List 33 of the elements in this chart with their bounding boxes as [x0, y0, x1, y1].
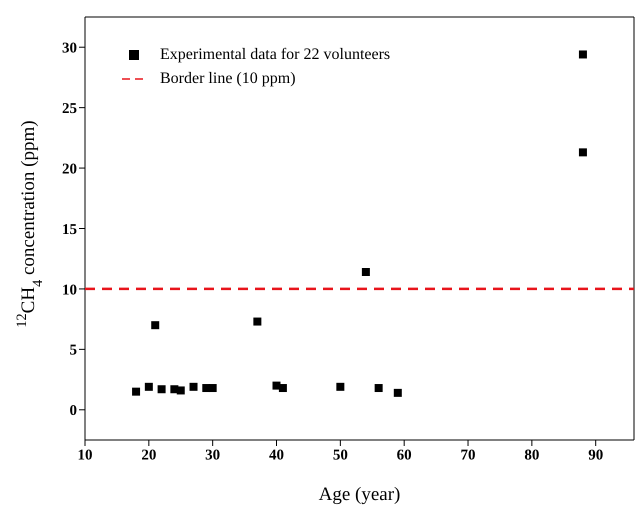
x-tick-label: 40: [269, 448, 284, 464]
x-tick-label: 70: [460, 448, 476, 464]
point: [208, 384, 217, 392]
x-tick-label: 30: [205, 448, 220, 464]
y-tick-label: 25: [62, 100, 77, 117]
point: [362, 268, 370, 276]
y-tick-label: 15: [62, 222, 77, 238]
x-tick-label: 80: [524, 448, 540, 464]
legend-label: Experimental data for 22 volunteers: [160, 46, 390, 64]
x-tick-label: 20: [141, 448, 156, 464]
y-tick-label: 30: [62, 40, 77, 57]
point: [190, 382, 198, 391]
point: [278, 384, 287, 392]
x-tick-label: 50: [332, 448, 348, 464]
x-tick-label: 90: [588, 448, 604, 464]
point: [336, 382, 344, 391]
point: [394, 388, 402, 397]
legend-label: Border line (10 ppm): [160, 70, 296, 88]
y-tick-label: 5: [70, 342, 77, 359]
point: [158, 385, 166, 394]
point: [253, 318, 262, 326]
point: [578, 50, 587, 58]
y-tick-label: 0: [70, 403, 77, 420]
y-tick-label: 10: [62, 282, 77, 298]
x-axis-title: Age (year): [318, 484, 400, 505]
x-tick-label: 60: [396, 448, 412, 464]
point: [132, 388, 140, 396]
point: [374, 384, 383, 392]
point: [144, 382, 153, 391]
point: [176, 386, 185, 394]
point: [578, 148, 587, 156]
y-tick-label: 20: [62, 161, 77, 178]
point: [151, 321, 160, 330]
